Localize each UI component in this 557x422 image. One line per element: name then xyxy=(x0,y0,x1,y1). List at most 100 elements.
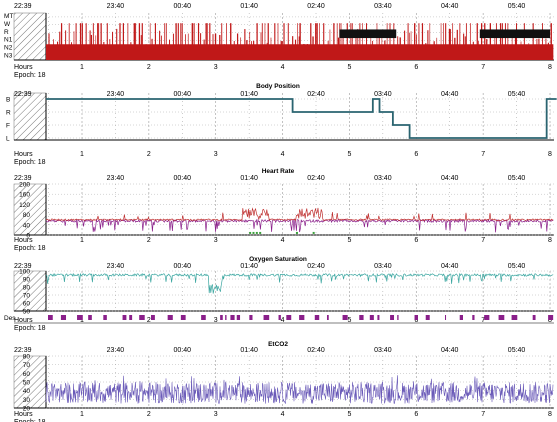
desaturation-event-mark xyxy=(511,315,518,320)
desaturation-event-mark xyxy=(397,315,399,320)
hour-tick-label: 7 xyxy=(481,151,485,158)
hour-tick-label: 2 xyxy=(147,411,151,418)
hour-tick-label: 8 xyxy=(548,64,552,71)
desaturation-event-mark xyxy=(167,315,173,320)
heart-rate-tick-label: 40 xyxy=(23,222,31,229)
etco2-tick-label: 20 xyxy=(23,406,31,413)
clock-tick-label: 04:40 xyxy=(441,175,459,182)
heart-rate-tick-label: 160 xyxy=(19,192,30,199)
desaturation-event-mark xyxy=(369,315,374,320)
spo2-tick-label: 60 xyxy=(23,301,31,308)
hour-tick-label: 4 xyxy=(281,317,285,324)
desaturation-event-mark xyxy=(220,315,223,320)
hours-axis-label: Hours xyxy=(14,64,33,71)
hour-tick-label: 6 xyxy=(414,237,418,244)
desaturation-event-mark xyxy=(180,315,186,320)
desaturation-event-mark xyxy=(263,315,270,320)
start-hatch-3 xyxy=(13,270,47,312)
hour-tick-label: 7 xyxy=(481,411,485,418)
clock-tick-label: 00:40 xyxy=(174,347,192,354)
start-hatch-1 xyxy=(13,92,47,141)
start-time-label: 22:39 xyxy=(14,175,32,182)
desaturation-event-mark xyxy=(414,315,418,320)
hour-tick-label: 5 xyxy=(347,411,351,418)
heart-rate-tick-label: 200 xyxy=(19,182,30,189)
hour-tick-label: 6 xyxy=(414,317,418,324)
desaturation-event-mark xyxy=(278,315,281,320)
hypnogram-stage-label: MT xyxy=(4,13,13,20)
desaturation-event-mark xyxy=(77,315,83,320)
hour-tick-label: 1 xyxy=(80,64,84,71)
hour-tick-label: 7 xyxy=(481,64,485,71)
desaturation-event-mark xyxy=(151,315,155,320)
clock-tick-label: 05:40 xyxy=(508,175,526,182)
heart-rate-trace xyxy=(46,207,554,222)
desaturation-event-mark xyxy=(60,315,67,320)
desaturation-event-mark xyxy=(103,315,107,320)
desaturation-event-mark xyxy=(359,315,364,320)
desaturation-event-mark xyxy=(532,315,536,320)
hour-tick-label: 3 xyxy=(214,151,218,158)
hour-tick-label: 1 xyxy=(80,237,84,244)
hours-axis-label: Hours xyxy=(14,237,33,244)
desaturation-event-mark xyxy=(201,315,206,320)
heart-rate-min-trace xyxy=(45,218,554,233)
heart-rate-event-marker xyxy=(252,231,255,234)
desaturation-event-mark xyxy=(342,315,348,320)
clock-tick-label: 00:40 xyxy=(174,175,192,182)
etco2-trace xyxy=(45,375,554,405)
spo2-tick-label: 100 xyxy=(19,269,30,276)
hypnogram-sleep-area xyxy=(46,44,554,60)
hour-tick-label: 2 xyxy=(147,151,151,158)
hour-tick-label: 8 xyxy=(548,151,552,158)
heart-rate-title: Heart Rate xyxy=(262,168,295,175)
hour-tick-label: 4 xyxy=(281,411,285,418)
clock-tick-label: 05:40 xyxy=(508,263,526,270)
epoch-label: Epoch: 18 xyxy=(14,72,46,79)
desaturation-event-mark xyxy=(472,315,475,320)
desaturation-event-mark xyxy=(326,315,329,320)
hour-tick-label: 6 xyxy=(414,64,418,71)
desaturation-event-mark xyxy=(88,315,92,320)
body-position-label: R xyxy=(6,110,11,117)
desaturation-event-mark xyxy=(459,315,463,320)
hour-tick-label: 2 xyxy=(147,237,151,244)
hour-tick-label: 5 xyxy=(347,151,351,158)
epoch-label: Epoch: 18 xyxy=(14,159,46,166)
clock-tick-label: 02:40 xyxy=(307,91,325,98)
clock-tick-label: 03:40 xyxy=(374,3,392,10)
clock-tick-label: 02:40 xyxy=(307,175,325,182)
clock-tick-label: 04:40 xyxy=(441,3,459,10)
hour-tick-label: 3 xyxy=(214,64,218,71)
desaturation-event-mark xyxy=(249,315,253,320)
heart-rate-event-marker xyxy=(255,231,258,234)
etco2-tick-label: 60 xyxy=(23,371,31,378)
clock-tick-label: 01:40 xyxy=(240,175,258,182)
hour-tick-label: 7 xyxy=(481,237,485,244)
clock-tick-label: 04:40 xyxy=(441,91,459,98)
hour-tick-label: 3 xyxy=(214,237,218,244)
desaturation-event-mark xyxy=(314,315,320,320)
hour-tick-label: 4 xyxy=(281,151,285,158)
etco2-tick-label: 40 xyxy=(23,388,31,395)
hour-tick-label: 5 xyxy=(347,237,351,244)
hypnogram-stage-label: N2 xyxy=(4,44,13,51)
clock-tick-label: 00:40 xyxy=(174,3,192,10)
start-hatch-0 xyxy=(13,12,47,61)
clock-tick-label: 04:40 xyxy=(441,347,459,354)
desaturation-event-mark xyxy=(548,315,554,320)
clock-tick-label: 05:40 xyxy=(508,91,526,98)
start-time-label: 22:39 xyxy=(14,347,32,354)
desaturation-event-mark xyxy=(484,315,490,320)
desaturation-event-mark xyxy=(230,315,235,320)
spo2-tick-label: 80 xyxy=(23,285,31,292)
oxygen-saturation-trace xyxy=(45,272,554,294)
hour-tick-label: 8 xyxy=(548,237,552,244)
spo2-tick-label: 50 xyxy=(23,309,31,316)
etco2-tick-label: 30 xyxy=(23,397,31,404)
clock-tick-label: 23:40 xyxy=(107,91,125,98)
clock-tick-label: 02:40 xyxy=(307,263,325,270)
body-position-line xyxy=(46,98,557,139)
